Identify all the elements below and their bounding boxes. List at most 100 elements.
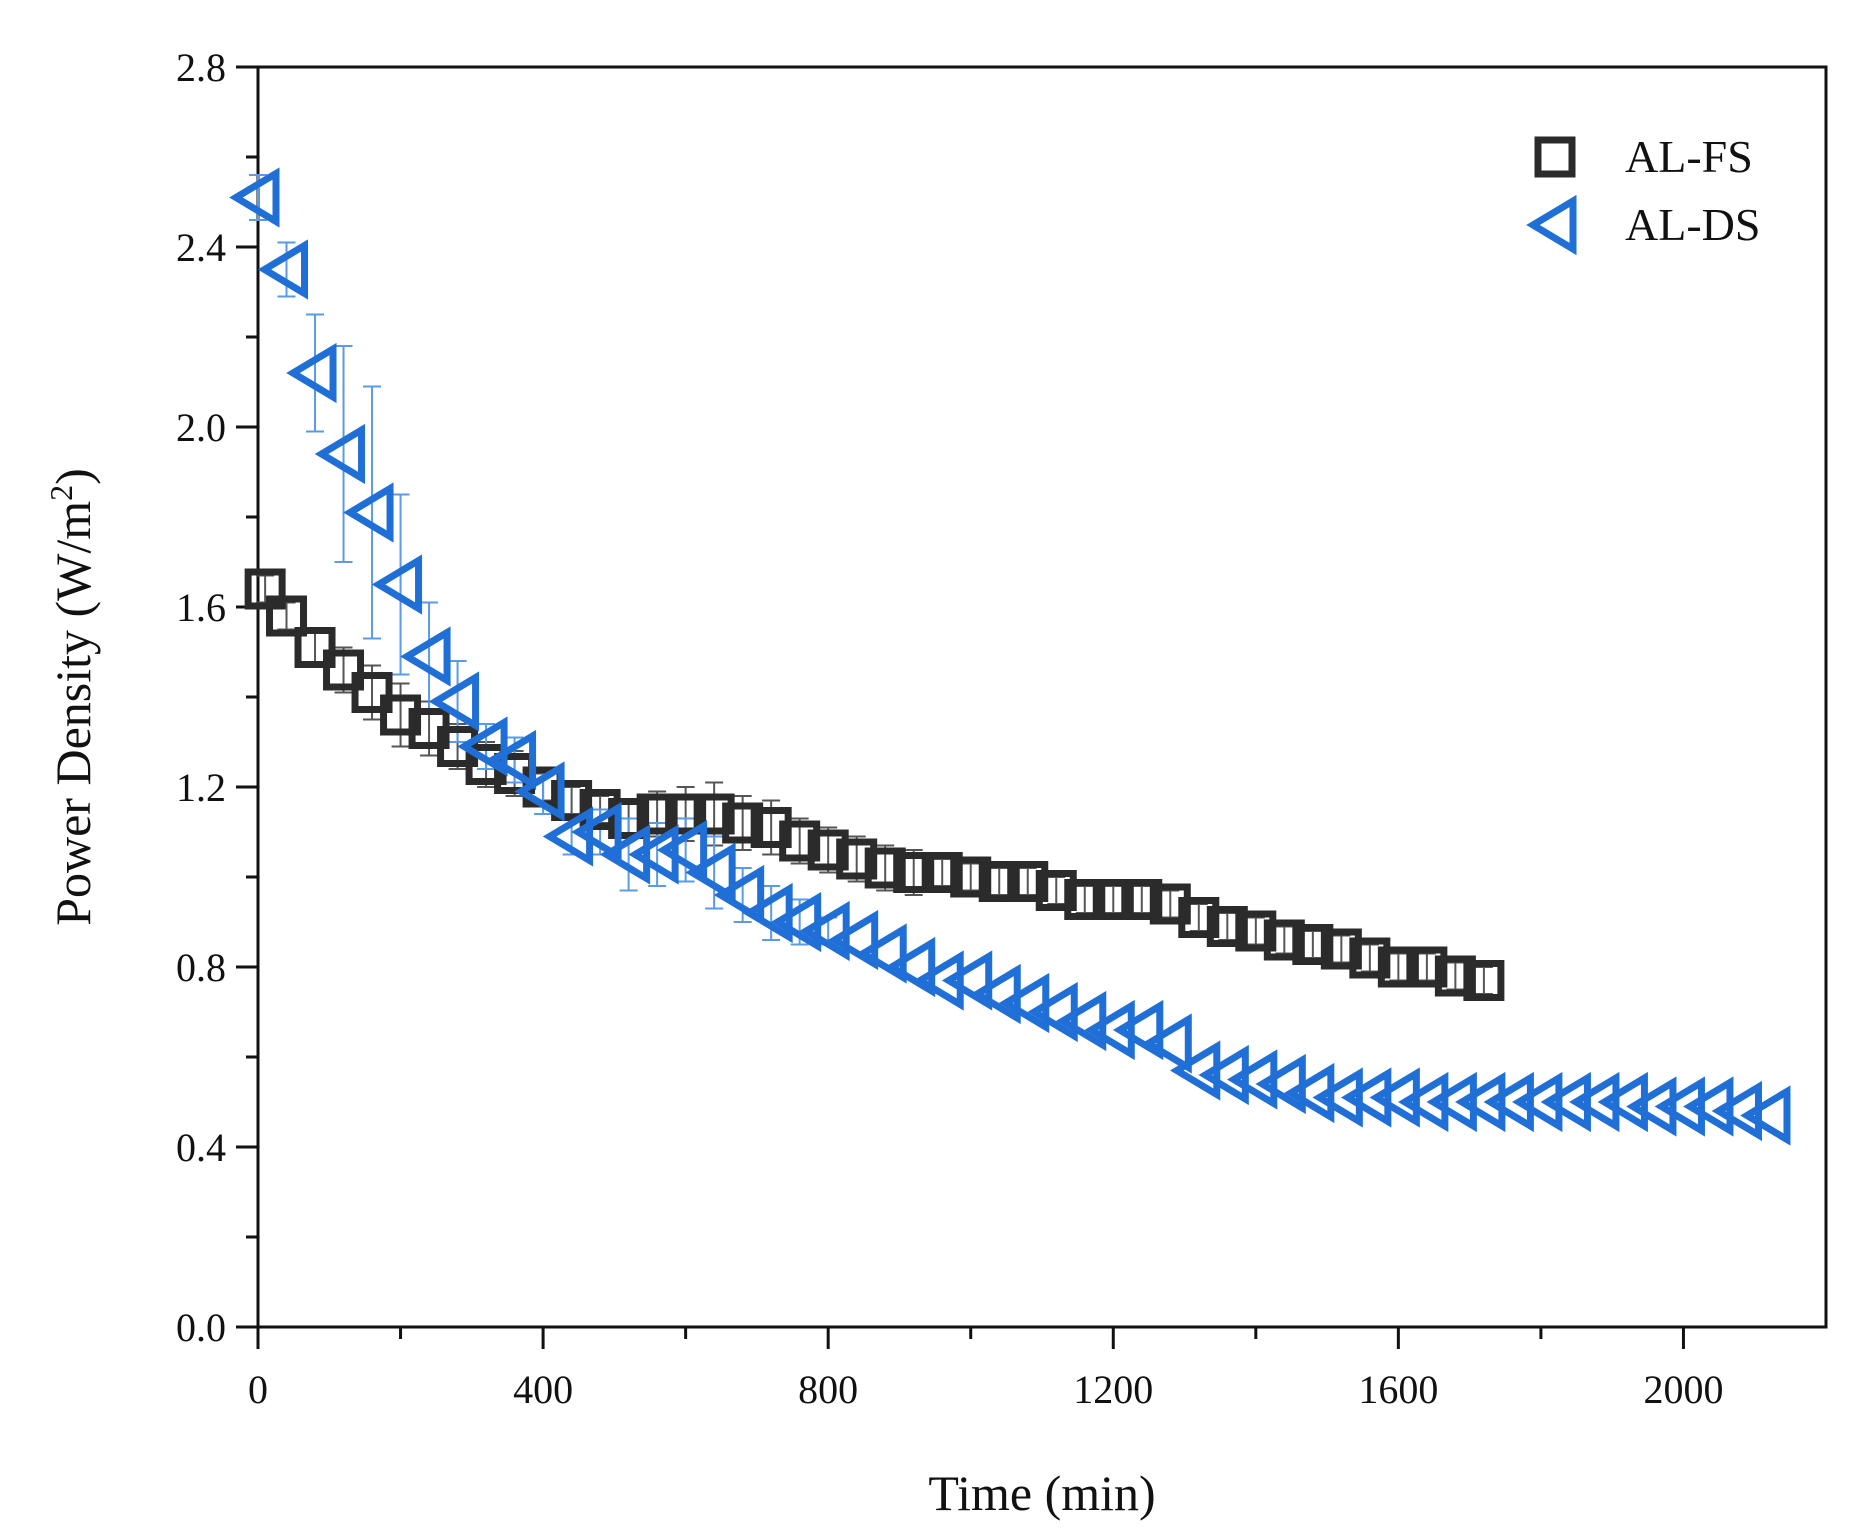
data-point-al-ds [286,342,337,404]
data-point-al-fs [1406,946,1448,988]
legend-swatch-al-ds [1526,194,1577,256]
data-point-al-fs [1434,955,1476,997]
y-axis-title-sup: 2 [43,485,79,501]
data-point-al-fs [779,820,821,862]
data-point-al-fs [323,649,365,691]
data-point-al-fs [636,793,678,835]
data-point-al-ds [1112,999,1164,1061]
data-point-al-fs [665,793,707,835]
data-point-al-ds [1654,1076,1705,1137]
y-tick-labels: 0.0 0.4 0.8 1.2 1.6 2.0 2.4 2.8 [176,45,226,1350]
data-point-al-ds [1027,981,1078,1043]
data-point-al-fs [266,595,308,637]
data-point-al-fs [608,798,650,839]
data-markers [229,167,1791,1146]
data-point-al-fs [1007,861,1049,902]
data-point-al-fs [1064,879,1106,920]
data-point-al-fs [1263,919,1305,961]
data-point-al-ds [1055,990,1107,1052]
data-point-al-fs [1463,960,1505,1001]
data-point-al-fs [294,627,336,668]
data-point-al-ds [1398,1071,1449,1133]
data-point-al-ds [1426,1071,1477,1133]
data-point-al-ds [1141,1013,1192,1074]
data-point-al-ds [970,963,1021,1025]
y-tick-label: 2.0 [176,405,226,450]
x-tick-label: 1200 [1073,1367,1153,1412]
legend-marker-al-ds [1526,194,1577,256]
data-point-al-fs [351,672,393,713]
data-point-al-ds [742,882,793,944]
data-point-al-fs [950,856,992,898]
legend-swatch-al-fs [1534,136,1576,178]
x-tick-label: 1600 [1358,1367,1438,1412]
data-point-al-fs [1121,879,1163,920]
data-point-al-ds [1540,1071,1591,1133]
data-point-al-fs [1035,870,1077,911]
legend-label-al-ds: AL-DS [1625,199,1760,250]
data-point-al-ds [571,801,622,863]
data-point-al-fs [551,780,593,821]
x-tick-label: 800 [798,1367,858,1412]
data-point-al-ds [314,423,366,485]
data-point-al-ds [457,716,508,777]
data-point-al-ds [1569,1071,1620,1133]
data-point-al-ds [1312,1067,1363,1128]
legend-marker-al-fs [1534,136,1576,178]
data-point-al-ds [884,936,936,998]
data-point-al-fs [864,847,906,889]
y-tick-label: 0.4 [176,1125,226,1170]
y-tick-label: 2.8 [176,45,226,90]
data-point-al-ds [428,671,480,732]
data-point-al-ds [799,900,850,962]
data-point-al-ds [713,864,765,926]
data-point-al-fs [921,852,963,893]
data-point-al-fs [1206,906,1248,947]
data-point-al-ds [998,972,1050,1034]
data-point-al-ds [1483,1071,1534,1133]
plot-frame [256,65,1828,1329]
y-axis-title-main: Power Density (W/m [45,501,101,926]
data-point-al-ds [485,729,537,791]
y-tick-label: 1.6 [176,585,226,630]
data-point-al-ds [913,950,964,1011]
y-tick-label: 0.0 [176,1305,226,1350]
data-point-al-fs [693,793,735,835]
y-tick-label: 2.4 [176,225,226,270]
x-tick-labels: 0 400 800 1200 1600 2000 [248,1367,1723,1412]
data-point-al-ds [1512,1071,1563,1133]
data-point-al-fs [893,852,935,893]
data-point-al-fs [1092,879,1134,920]
data-point-al-ds [827,909,879,971]
data-point-al-ds [656,819,708,881]
x-tick-label: 400 [513,1367,573,1412]
axis-ticks [236,65,1685,1349]
data-point-al-ds [229,167,280,228]
data-point-al-fs [1320,928,1362,970]
y-axis-title: Power Density (W/m2) [43,468,101,926]
data-point-al-ds [400,626,451,687]
data-point-al-fs [1292,924,1334,965]
legend-label-al-fs: AL-FS [1625,131,1753,182]
data-point-al-ds [1740,1085,1791,1146]
data-point-al-fs [978,861,1020,902]
data-point-al-fs [807,829,849,871]
y-tick-label: 1.2 [176,765,226,810]
data-point-al-ds [685,842,736,903]
data-point-al-ds [257,239,309,300]
x-axis-title: Time (min) [928,1465,1155,1521]
data-point-al-ds [941,950,993,1011]
data-point-al-fs [1377,946,1419,988]
data-point-al-ds [343,482,394,543]
data-point-al-ds [1084,999,1135,1061]
data-point-al-ds [1626,1076,1677,1137]
x-tick-label: 2000 [1643,1367,1723,1412]
data-point-al-fs [1235,910,1277,952]
data-point-al-ds [599,824,651,885]
y-tick-label: 0.8 [176,945,226,990]
data-point-al-ds [371,554,423,615]
data-point-al-fs [1349,937,1391,979]
data-point-al-fs [722,802,764,844]
data-point-al-ds [1341,1067,1392,1128]
